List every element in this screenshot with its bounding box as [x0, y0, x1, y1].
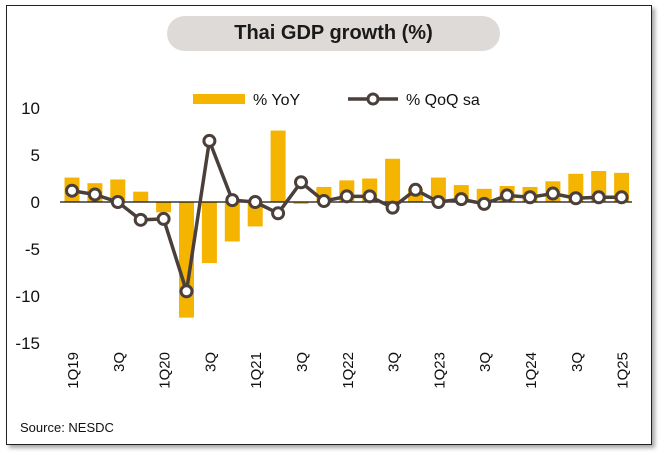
yoy-bar: [133, 191, 149, 202]
qoq-point: [271, 206, 286, 221]
legend-qoq-label: % QoQ sa: [406, 92, 480, 109]
qoq-line: [71, 139, 622, 294]
qoq-point: [523, 190, 537, 205]
qoq-point: [454, 192, 469, 207]
qoq-point: [87, 187, 102, 202]
x-tick-label: 1Q24: [523, 352, 540, 389]
chart-title: Thai GDP growth (%): [167, 16, 500, 51]
x-tick-label: 1Q25: [615, 352, 632, 389]
legend-qoq-marker: [366, 92, 380, 106]
qoq-point: [202, 133, 217, 148]
y-tick-label: 0: [31, 193, 40, 212]
qoq-point: [477, 196, 492, 211]
x-tick-label: 3Q: [202, 352, 219, 372]
x-tick-label: 1Q22: [340, 352, 357, 389]
legend-yoy-swatch: [193, 94, 245, 104]
source-note: Source: NESDC: [20, 420, 114, 435]
legend-yoy-label: % YoY: [253, 92, 300, 109]
yoy-bar: [270, 130, 286, 202]
qoq-point: [179, 284, 194, 299]
x-tick-label: 1Q20: [157, 352, 174, 389]
yoy-bar: [247, 202, 263, 227]
qoq-point: [65, 183, 79, 198]
x-tick-label: 3Q: [477, 352, 494, 372]
y-tick-label: 5: [31, 146, 40, 165]
x-tick-label: 3Q: [294, 352, 311, 372]
yoy-bar: [156, 202, 172, 213]
qoq-point: [500, 188, 515, 203]
chart-frame: [6, 5, 652, 445]
yoy-bar: [293, 202, 309, 204]
x-tick-label: 1Q19: [65, 352, 82, 389]
x-tick-label: 1Q23: [431, 352, 448, 389]
qoq-point: [614, 190, 629, 205]
x-tick-label: 3Q: [386, 352, 403, 372]
qoq-point: [110, 195, 125, 209]
y-tick-label: -10: [15, 287, 40, 306]
x-tick-label: 1Q21: [248, 352, 265, 389]
x-tick-label: 3Q: [111, 352, 128, 372]
qoq-point: [248, 195, 263, 209]
qoq-point: [339, 189, 354, 204]
qoq-point: [545, 186, 560, 201]
qoq-point: [362, 189, 377, 204]
yoy-bar: [385, 158, 401, 202]
y-tick-label: -15: [15, 334, 40, 353]
yoy-bar: [224, 202, 240, 242]
qoq-point: [225, 193, 240, 208]
yoy-bar: [201, 202, 217, 264]
qoq-point: [385, 200, 400, 215]
y-tick-label: 10: [21, 99, 40, 118]
qoq-point: [408, 182, 423, 197]
qoq-point: [316, 194, 331, 209]
qoq-point: [568, 191, 583, 206]
qoq-point: [133, 212, 148, 227]
yoy-bar: [430, 177, 446, 202]
qoq-point: [591, 190, 606, 205]
qoq-point: [294, 175, 308, 190]
x-tick-label: 3Q: [569, 352, 586, 372]
y-tick-label: -5: [25, 240, 40, 259]
qoq-point: [156, 211, 171, 226]
qoq-point: [431, 195, 446, 209]
